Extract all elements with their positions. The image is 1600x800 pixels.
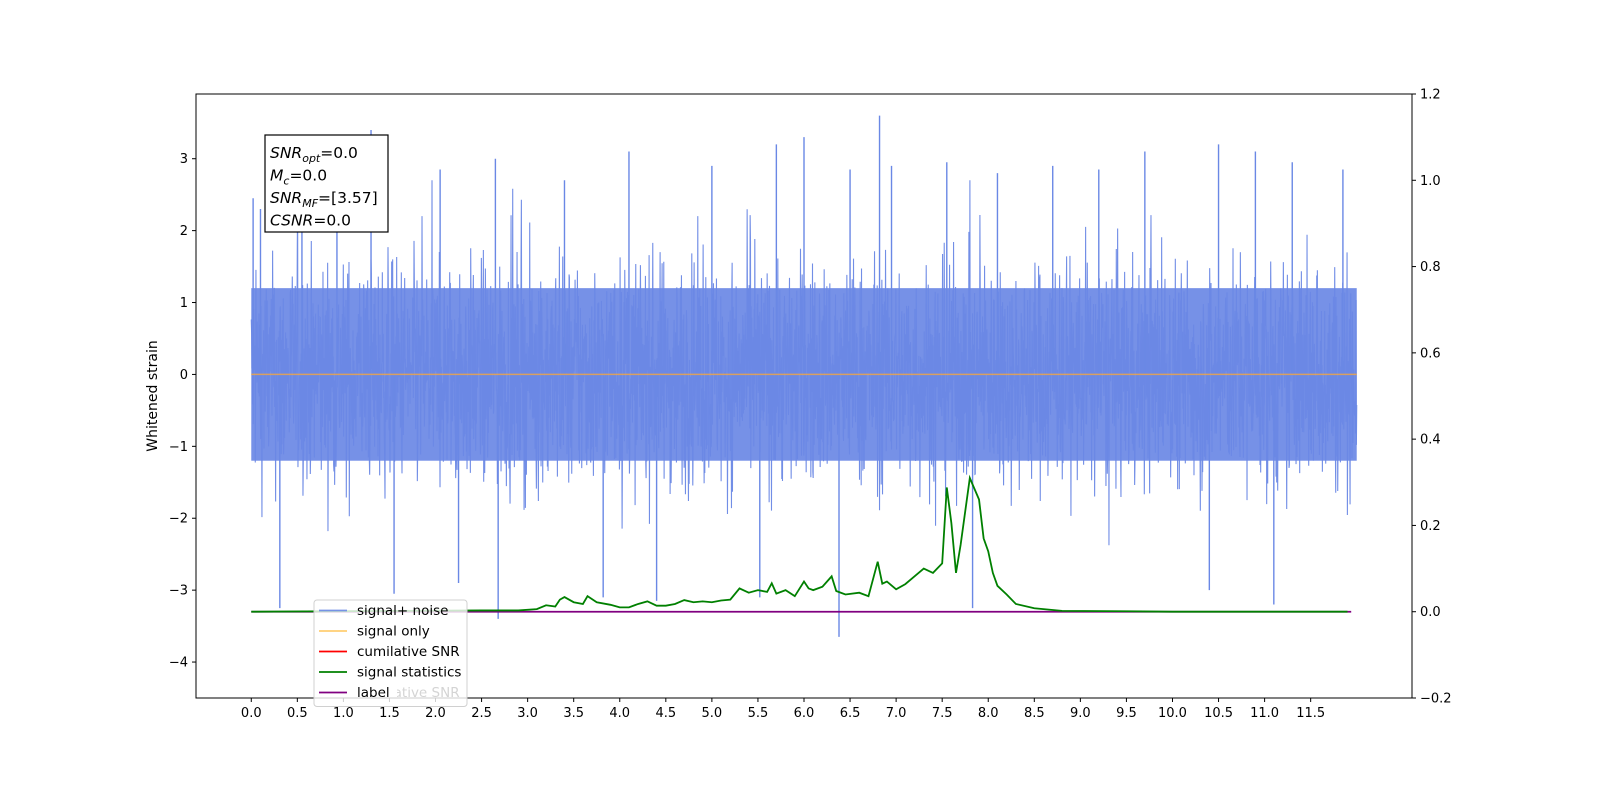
y-tick-label: −1	[169, 440, 188, 455]
y2-tick-label: −0.2	[1420, 692, 1452, 707]
y2-tick-label: 0.6	[1420, 346, 1441, 361]
y2-tick-label: 0.4	[1420, 433, 1441, 448]
legend-label: signal+ noise	[357, 603, 448, 619]
legend-label: signal only	[357, 624, 430, 640]
y-tick-label: −2	[169, 512, 188, 527]
x-tick-label: 5.0	[702, 706, 723, 721]
x-tick-label: 1.5	[379, 706, 400, 721]
signal-statistics-line	[251, 474, 1348, 613]
x-tick-label: 8.5	[1024, 706, 1045, 721]
annotation-line: CSNR=0.0	[270, 212, 351, 230]
x-tick-label: 3.0	[517, 706, 538, 721]
x-tick-label: 7.0	[886, 706, 907, 721]
x-tick-label: 5.5	[748, 706, 769, 721]
x-tick-label: 6.0	[794, 706, 815, 721]
legend: signal+ noise signal only cumilative SNR si…	[313, 599, 468, 707]
x-tick-label: 11.5	[1296, 706, 1325, 721]
y2-tick-label: 1.2	[1420, 88, 1441, 103]
x-tick-label: 7.5	[932, 706, 953, 721]
y2-tick-label: 0.8	[1420, 260, 1441, 275]
legend-frame	[313, 599, 468, 707]
noise-spikes	[252, 115, 1344, 637]
y-tick-label: 1	[180, 296, 188, 311]
x-tick-label: 9.0	[1070, 706, 1091, 721]
annotation-border	[264, 134, 389, 233]
y2-tick-label: 0.2	[1420, 519, 1441, 534]
x-tick-label: 10.5	[1204, 706, 1233, 721]
y-tick-label: 0	[180, 368, 188, 383]
x-tick-label: 0.0	[241, 706, 262, 721]
x-axis: 0.0 0.5 1.0 1.5 2.0 2.5 3.0 3.5 4.0 4.5 5.0 5.5 6.0 6…	[241, 698, 1325, 721]
x-tick-label: 6.5	[840, 706, 861, 721]
annotation-line: SNRopt=0.0	[270, 144, 358, 165]
x-tick-label: 4.5	[655, 706, 676, 721]
x-tick-label: 9.5	[1116, 706, 1137, 721]
annotation-line: SNRMF=[3.57]	[270, 189, 378, 210]
x-tick-label: 8.0	[978, 706, 999, 721]
x-tick-label: 4.0	[609, 706, 630, 721]
y-tick-label: 3	[180, 152, 188, 167]
y-axis-label: Whitened strain	[145, 340, 161, 451]
legend-label: signal statistics	[357, 665, 461, 681]
y-tick-label: −4	[169, 656, 188, 671]
legend-label: label	[357, 685, 390, 701]
annotation-line: Mc=0.0	[270, 167, 327, 188]
y2-tick-label: 0.0	[1420, 605, 1441, 620]
y-tick-label: 2	[180, 224, 188, 239]
y-axis-right: 1.2 1.0 0.8 0.6 0.4 0.2 0.0 −0.2	[1412, 88, 1452, 707]
y-axis-left: 3 2 1 0 −1 −2 −3 −4	[169, 152, 196, 671]
x-tick-label: 2.5	[471, 706, 492, 721]
legend-label: cumilative SNR	[357, 644, 460, 660]
x-tick-label: 2.0	[425, 706, 446, 721]
y2-tick-label: 1.0	[1420, 174, 1441, 189]
y-tick-label: −3	[169, 584, 188, 599]
x-tick-label: 0.5	[287, 706, 308, 721]
x-tick-label: 1.0	[333, 706, 354, 721]
x-tick-label: 3.5	[563, 706, 584, 721]
legend-ghost-label: cumilative SNR	[357, 685, 460, 701]
x-tick-label: 11.0	[1250, 706, 1279, 721]
x-tick-label: 10.0	[1158, 706, 1187, 721]
